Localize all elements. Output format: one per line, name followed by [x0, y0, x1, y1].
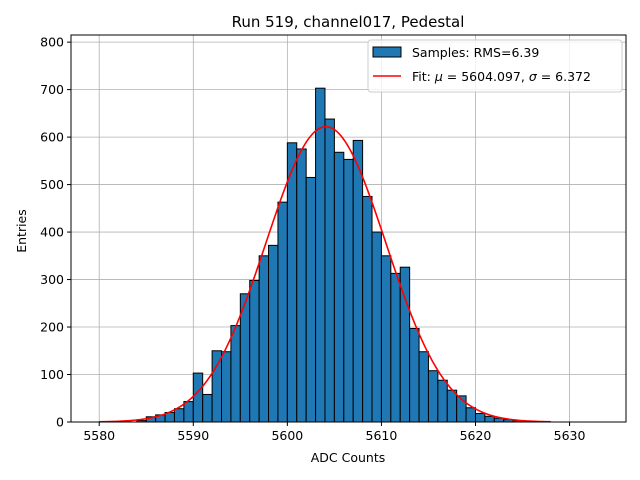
histogram-bar	[211, 350, 223, 423]
y-tick-label: 700	[40, 82, 64, 97]
fit-curve	[99, 125, 551, 423]
y-axis-ticks: 0 100 200 300 400 500 600 700 800	[40, 35, 71, 430]
chart-title: Run 519, channel017, Pedestal	[232, 13, 465, 31]
x-axis-ticks: 5580 5590 5600 5610 5620 5630	[83, 422, 586, 443]
histogram-bar	[258, 255, 270, 423]
legend: Samples: RMS=6.39 Fit: μ = 5604.097, σ =…	[367, 39, 623, 93]
histogram-bar	[268, 244, 279, 423]
y-tick-label: 400	[40, 225, 64, 240]
histogram-bar	[296, 148, 307, 423]
histogram-bar	[390, 272, 401, 423]
histogram-bar	[484, 415, 495, 423]
histogram-bar	[427, 370, 439, 423]
legend-histogram-swatch	[372, 46, 402, 58]
histogram-bar	[315, 87, 326, 423]
x-axis-label: ADC Counts	[311, 450, 386, 465]
y-tick-label: 500	[40, 177, 64, 192]
y-tick-label: 200	[40, 320, 64, 335]
histogram-bar	[333, 151, 345, 423]
legend-box	[367, 39, 623, 93]
y-tick-label: 100	[40, 367, 64, 382]
x-tick-label: 5580	[83, 428, 115, 443]
histogram-bar	[465, 407, 476, 423]
histogram-bar	[324, 118, 335, 423]
histogram-bar	[192, 372, 204, 423]
histogram-bar	[380, 255, 392, 423]
histogram-bars	[136, 87, 533, 423]
histogram-bar	[409, 327, 420, 423]
y-tick-label: 0	[56, 415, 64, 430]
x-tick-label: 5600	[271, 428, 303, 443]
x-tick-label: 5630	[554, 428, 586, 443]
histogram-bar	[418, 351, 429, 423]
legend-histogram-label: Samples: RMS=6.39	[412, 45, 539, 60]
x-tick-label: 5610	[366, 428, 398, 443]
histogram-bar	[173, 408, 185, 423]
histogram-bar	[249, 279, 260, 423]
histogram-bar	[343, 158, 354, 423]
histogram-bar	[230, 325, 241, 423]
x-tick-label: 5590	[177, 428, 209, 443]
histogram-bar	[277, 201, 288, 423]
histogram-bar	[183, 401, 194, 423]
y-axis-label: Entries	[14, 209, 29, 253]
histogram-bar	[362, 195, 373, 423]
histogram-bar	[352, 139, 364, 423]
histogram-bar	[371, 231, 382, 423]
legend-fit-label: Fit: μ = 5604.097, σ = 6.372	[412, 69, 591, 84]
y-tick-label: 600	[40, 130, 64, 145]
plot-frame	[70, 34, 627, 423]
y-tick-label: 800	[40, 35, 64, 50]
histogram-bar	[202, 393, 213, 423]
histogram-bar	[437, 379, 448, 423]
histogram-bar	[474, 412, 486, 423]
fit-curve-group	[99, 125, 551, 423]
histogram-bar	[446, 389, 458, 423]
x-tick-label: 5620	[460, 428, 492, 443]
histogram-bar	[221, 351, 232, 423]
histogram-bar	[286, 142, 298, 423]
histogram-bar	[305, 176, 317, 423]
y-tick-label: 300	[40, 272, 64, 287]
